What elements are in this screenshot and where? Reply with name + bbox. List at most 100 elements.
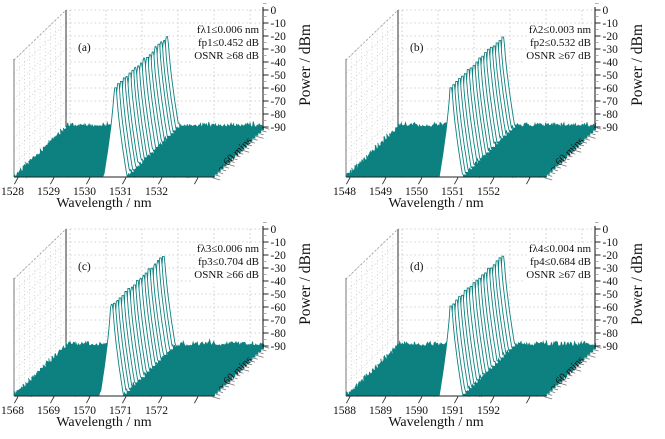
annotation-wavelength-fluctuation: fλ4≤0.004 nm bbox=[527, 243, 592, 257]
y-tick-label: -70 bbox=[603, 96, 619, 108]
x-tick-label: 1531 bbox=[109, 186, 132, 198]
y-tick-label: -50 bbox=[271, 70, 287, 82]
waterfall-plot-d: 1588 1589 1590 1591 1592 0 -10 -20 -30 -40 -50 -60-… bbox=[332, 219, 665, 439]
x-tick-label: 1572 bbox=[145, 405, 168, 417]
annotation-box: fλ2≤0.003 nm fp2≤0.532 dB OSNR ≥67 dB bbox=[525, 24, 592, 64]
y-tick-label: -80 bbox=[271, 109, 287, 121]
y-tick-label: -50 bbox=[603, 70, 619, 82]
x-tick-label: 1549 bbox=[369, 186, 392, 198]
x-tick-label: 1552 bbox=[477, 186, 500, 198]
spectrum-3d-svg: 1568 1569 1570 1571 15720-10-20-30-40-50-60-… bbox=[1, 222, 287, 417]
x-tick-label: 1530 bbox=[73, 186, 96, 198]
y-tick-label: -70 bbox=[271, 315, 287, 327]
y-tick-label: -10 bbox=[271, 18, 287, 30]
spectrum-3d-svg: 1548 1549 1550 1551 15520-10-20-30-40-50-60-… bbox=[333, 3, 619, 198]
x-tick-label: 1551 bbox=[441, 186, 464, 198]
y-tick-label: -80 bbox=[603, 109, 619, 121]
annotation-power-fluctuation: fp4≤0.684 dB bbox=[528, 256, 592, 270]
panel-b: 1548 1549 1550 1551 1552 0 -10 -20 -30 -40 -50 -60-… bbox=[332, 0, 665, 220]
waterfall-plot-a: 1528 1529 1530 1531 1532 0 -10 -20 -30 -40 -50 -60-… bbox=[0, 0, 333, 220]
x-axis-label: Wavelength / nm bbox=[56, 415, 152, 430]
y-tick-label: -90 bbox=[271, 341, 287, 353]
waterfall-plot-c: 1568 1569 1570 1571 1572 0 -10 -20 -30 -40 -50 -60-… bbox=[0, 219, 333, 439]
y-tick-label: -60 bbox=[271, 83, 287, 95]
y-axis-label: Power / dBm bbox=[297, 243, 314, 325]
y-tick-label: -30 bbox=[271, 263, 287, 275]
x-tick-label: 1528 bbox=[1, 186, 24, 198]
annotation-box: fλ3≤0.006 nm fp3≤0.704 dB OSNR ≥66 dB bbox=[193, 243, 260, 283]
panel-letter: (d) bbox=[407, 261, 427, 274]
y-tick-label: -70 bbox=[271, 96, 287, 108]
x-tick-label: 1571 bbox=[109, 405, 132, 417]
y-tick-label: -40 bbox=[603, 57, 619, 69]
y-tick-label: -30 bbox=[603, 44, 619, 56]
spectrum-3d-svg: 1588 1589 1590 1591 15920-10-20-30-40-50-60-… bbox=[333, 222, 619, 417]
y-tick-label: -90 bbox=[271, 122, 287, 134]
annotation-wavelength-fluctuation: fλ1≤0.006 nm bbox=[195, 24, 260, 38]
y-tick-label: -50 bbox=[271, 289, 287, 301]
annotation-osnr: OSNR ≥67 dB bbox=[525, 269, 592, 283]
x-tick-label: 1589 bbox=[369, 405, 392, 417]
annotation-wavelength-fluctuation: fλ2≤0.003 nm bbox=[527, 24, 592, 38]
panel-d: 1588 1589 1590 1591 1592 0 -10 -20 -30 -40 -50 -60-… bbox=[332, 219, 665, 439]
annotation-osnr: OSNR ≥66 dB bbox=[193, 269, 260, 283]
annotation-wavelength-fluctuation: fλ3≤0.006 nm bbox=[195, 243, 260, 257]
annotation-power-fluctuation: fp3≤0.704 dB bbox=[196, 256, 260, 270]
annotation-power-fluctuation: fp2≤0.532 dB bbox=[528, 37, 592, 51]
x-axis-label: Wavelength / nm bbox=[388, 196, 484, 211]
x-tick-label: 1569 bbox=[37, 405, 60, 417]
x-tick-label: 1588 bbox=[333, 405, 356, 417]
x-axis-label: Wavelength / nm bbox=[56, 196, 152, 211]
y-tick-label: -50 bbox=[603, 289, 619, 301]
y-tick-label: -20 bbox=[603, 250, 619, 262]
y-tick-label: -20 bbox=[271, 31, 287, 43]
panel-c: 1568 1569 1570 1571 1572 0 -10 -20 -30 -40 -50 -60-… bbox=[0, 219, 333, 439]
panel-letter: (b) bbox=[407, 42, 427, 55]
y-tick-label: -10 bbox=[603, 237, 619, 249]
annotation-power-fluctuation: fp1≤0.452 dB bbox=[196, 37, 260, 51]
y-tick-label: 0 bbox=[603, 5, 609, 17]
y-tick-label: -20 bbox=[271, 250, 287, 262]
panel-letter: (c) bbox=[75, 261, 94, 274]
x-tick-label: 1532 bbox=[145, 186, 168, 198]
x-tick-label: 1570 bbox=[73, 405, 96, 417]
y-tick-label: -10 bbox=[603, 18, 619, 30]
y-tick-label: -60 bbox=[603, 302, 619, 314]
x-tick-label: 1568 bbox=[1, 405, 24, 417]
y-tick-label: -80 bbox=[271, 328, 287, 340]
y-tick-label: -60 bbox=[271, 302, 287, 314]
y-axis-label: Power / dBm bbox=[297, 24, 314, 106]
spectrum-3d-svg: 1528 1529 1530 1531 15320-10-20-30-40-50-60-… bbox=[1, 3, 287, 198]
x-tick-label: 1590 bbox=[405, 405, 428, 417]
y-axis-label: Power / dBm bbox=[629, 24, 646, 106]
panel-letter: (a) bbox=[75, 42, 94, 55]
x-tick-label: 1591 bbox=[441, 405, 464, 417]
x-tick-label: 1529 bbox=[37, 186, 60, 198]
x-tick-label: 1592 bbox=[477, 405, 500, 417]
y-tick-label: 0 bbox=[603, 224, 609, 236]
y-tick-label: -80 bbox=[603, 328, 619, 340]
annotation-osnr: OSNR ≥67 dB bbox=[525, 50, 592, 64]
annotation-box: fλ4≤0.004 nm fp4≤0.684 dB OSNR ≥67 dB bbox=[525, 243, 592, 283]
y-tick-label: -40 bbox=[603, 276, 619, 288]
y-tick-label: -90 bbox=[603, 122, 619, 134]
x-axis-label: Wavelength / nm bbox=[388, 415, 484, 430]
annotation-box: fλ1≤0.006 nm fp1≤0.452 dB OSNR ≥68 dB bbox=[193, 24, 260, 64]
y-tick-label: -40 bbox=[271, 57, 287, 69]
y-tick-label: -20 bbox=[603, 31, 619, 43]
y-tick-label: -70 bbox=[603, 315, 619, 327]
x-tick-label: 1550 bbox=[405, 186, 428, 198]
y-tick-label: -10 bbox=[271, 237, 287, 249]
panel-a: 1528 1529 1530 1531 1532 0 -10 -20 -30 -40 -50 -60-… bbox=[0, 0, 333, 220]
y-tick-label: -90 bbox=[603, 341, 619, 353]
y-tick-label: -40 bbox=[271, 276, 287, 288]
y-tick-label: -30 bbox=[603, 263, 619, 275]
y-tick-label: -30 bbox=[271, 44, 287, 56]
waterfall-plot-b: 1548 1549 1550 1551 1552 0 -10 -20 -30 -40 -50 -60-… bbox=[332, 0, 665, 220]
x-tick-label: 1548 bbox=[333, 186, 356, 198]
annotation-osnr: OSNR ≥68 dB bbox=[193, 50, 260, 64]
y-tick-label: -60 bbox=[603, 83, 619, 95]
y-tick-label: 0 bbox=[271, 5, 277, 17]
y-axis-label: Power / dBm bbox=[629, 243, 646, 325]
